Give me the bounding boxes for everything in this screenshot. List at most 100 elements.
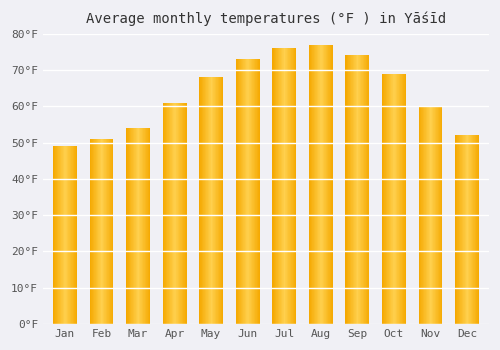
Bar bbox=[438, 106, 439, 324]
Bar bbox=[68, 146, 69, 324]
Bar bbox=[101, 139, 102, 324]
Bar bbox=[110, 139, 111, 324]
Bar bbox=[352, 56, 353, 324]
Bar bbox=[109, 139, 110, 324]
Bar bbox=[355, 56, 356, 324]
Bar bbox=[200, 77, 201, 324]
Bar bbox=[462, 135, 463, 324]
Bar bbox=[206, 77, 207, 324]
Bar bbox=[134, 128, 135, 324]
Bar bbox=[474, 135, 476, 324]
Bar bbox=[128, 128, 129, 324]
Bar bbox=[236, 59, 237, 324]
Bar bbox=[59, 146, 60, 324]
Bar bbox=[100, 139, 101, 324]
Bar bbox=[466, 135, 467, 324]
Bar bbox=[250, 59, 252, 324]
Bar bbox=[313, 44, 314, 324]
Bar bbox=[366, 56, 367, 324]
Bar bbox=[383, 74, 384, 324]
Bar bbox=[148, 128, 150, 324]
Bar bbox=[57, 146, 58, 324]
Bar bbox=[428, 106, 430, 324]
Bar bbox=[319, 44, 320, 324]
Bar bbox=[104, 139, 105, 324]
Bar bbox=[178, 103, 180, 324]
Bar bbox=[60, 146, 61, 324]
Bar bbox=[218, 77, 219, 324]
Bar bbox=[456, 135, 457, 324]
Bar bbox=[76, 146, 77, 324]
Bar bbox=[292, 48, 293, 324]
Bar bbox=[427, 106, 428, 324]
Bar bbox=[419, 106, 420, 324]
Bar bbox=[202, 77, 203, 324]
Bar bbox=[405, 74, 406, 324]
Bar bbox=[94, 139, 95, 324]
Bar bbox=[294, 48, 295, 324]
Bar bbox=[389, 74, 390, 324]
Bar bbox=[477, 135, 478, 324]
Bar bbox=[295, 48, 296, 324]
Bar bbox=[455, 135, 456, 324]
Bar bbox=[142, 128, 143, 324]
Bar bbox=[400, 74, 401, 324]
Bar bbox=[244, 59, 245, 324]
Bar bbox=[386, 74, 388, 324]
Bar bbox=[162, 103, 164, 324]
Bar bbox=[293, 48, 294, 324]
Bar bbox=[255, 59, 256, 324]
Bar bbox=[322, 44, 323, 324]
Bar bbox=[222, 77, 223, 324]
Bar bbox=[256, 59, 257, 324]
Bar bbox=[274, 48, 275, 324]
Bar bbox=[470, 135, 471, 324]
Bar bbox=[274, 48, 276, 324]
Bar bbox=[131, 128, 132, 324]
Bar bbox=[324, 44, 325, 324]
Bar bbox=[425, 106, 426, 324]
Bar bbox=[388, 74, 389, 324]
Bar bbox=[279, 48, 280, 324]
Bar bbox=[316, 44, 318, 324]
Bar bbox=[433, 106, 434, 324]
Bar bbox=[129, 128, 130, 324]
Bar bbox=[168, 103, 170, 324]
Bar bbox=[95, 139, 96, 324]
Bar bbox=[356, 56, 358, 324]
Bar bbox=[463, 135, 464, 324]
Bar bbox=[62, 146, 63, 324]
Bar bbox=[277, 48, 278, 324]
Bar bbox=[126, 128, 127, 324]
Bar bbox=[390, 74, 391, 324]
Bar bbox=[238, 59, 239, 324]
Bar bbox=[238, 59, 240, 324]
Bar bbox=[136, 128, 137, 324]
Bar bbox=[108, 139, 109, 324]
Bar bbox=[182, 103, 183, 324]
Bar bbox=[178, 103, 179, 324]
Bar bbox=[358, 56, 359, 324]
Bar bbox=[399, 74, 400, 324]
Bar bbox=[286, 48, 287, 324]
Bar bbox=[184, 103, 186, 324]
Bar bbox=[144, 128, 145, 324]
Bar bbox=[287, 48, 288, 324]
Bar bbox=[99, 139, 100, 324]
Bar bbox=[208, 77, 210, 324]
Bar bbox=[465, 135, 466, 324]
Bar bbox=[391, 74, 392, 324]
Bar bbox=[280, 48, 281, 324]
Bar bbox=[180, 103, 181, 324]
Bar bbox=[395, 74, 396, 324]
Bar bbox=[363, 56, 364, 324]
Bar bbox=[331, 44, 332, 324]
Bar bbox=[244, 59, 246, 324]
Bar bbox=[422, 106, 423, 324]
Bar bbox=[418, 106, 419, 324]
Bar bbox=[321, 44, 322, 324]
Bar bbox=[172, 103, 173, 324]
Bar bbox=[368, 56, 370, 324]
Bar bbox=[328, 44, 329, 324]
Bar bbox=[459, 135, 460, 324]
